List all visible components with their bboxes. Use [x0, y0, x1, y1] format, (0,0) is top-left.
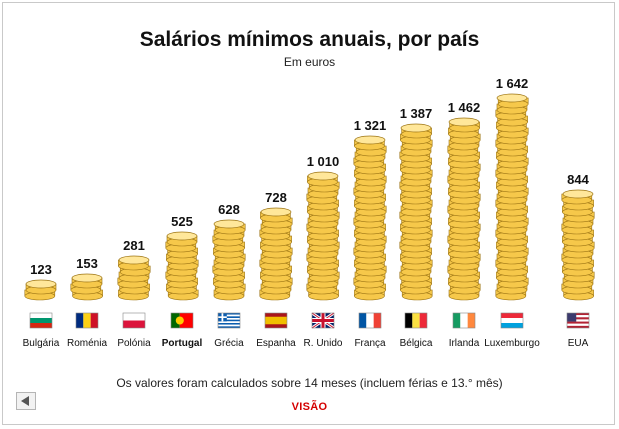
- value-label: 844: [567, 172, 589, 187]
- country-label: Espanha: [256, 338, 296, 349]
- left-arrow-icon: [21, 396, 29, 406]
- flag-uk-icon: [311, 311, 335, 330]
- value-label: 281: [123, 238, 145, 253]
- value-label: 1 642: [496, 76, 529, 91]
- country-label: R. Unido: [304, 338, 343, 349]
- flag-france-icon: [358, 312, 382, 329]
- chart-title: Salários mínimos anuais, por país: [139, 28, 480, 51]
- flag-belgium-icon: [404, 312, 428, 329]
- coin-stack-10: [447, 117, 481, 301]
- value-label: 1 010: [307, 154, 340, 169]
- country-label: Bélgica: [400, 338, 433, 349]
- coin-stack-4: [165, 231, 199, 301]
- value-label: 1 387: [400, 106, 433, 121]
- chart-frame: [2, 2, 615, 425]
- country-label: EUA: [568, 338, 589, 349]
- flag-greece-icon: [217, 312, 241, 329]
- coin-stack-12: [561, 189, 595, 301]
- coin-stack-11: [495, 93, 529, 301]
- country-label: Bulgária: [23, 338, 60, 349]
- value-label: 525: [171, 214, 193, 229]
- coin-stack-3: [117, 255, 151, 301]
- value-label: 153: [76, 256, 98, 271]
- country-label: Roménia: [67, 338, 107, 349]
- brand-logo: VISÃO: [291, 401, 328, 413]
- flag-romania-icon: [75, 312, 99, 329]
- country-label: Irlanda: [449, 338, 480, 349]
- coin-stack-8: [353, 135, 387, 301]
- value-label: 728: [265, 190, 287, 205]
- country-label: Polónia: [117, 338, 151, 349]
- flag-ireland-icon: [452, 312, 476, 329]
- flag-usa-icon: [566, 312, 590, 329]
- chart-subtitle: Em euros: [283, 55, 336, 69]
- flag-poland-icon: [122, 312, 146, 329]
- coin-stack-2: [70, 273, 103, 301]
- coin-stack-7: [306, 171, 340, 301]
- value-label: 628: [218, 202, 240, 217]
- flag-bulgaria-icon: [29, 312, 53, 329]
- coin-stack-9: [399, 123, 433, 301]
- value-label: 123: [30, 262, 52, 277]
- country-label: França: [354, 338, 386, 349]
- coin-stack-5: [212, 219, 246, 301]
- coin-stack-6: [259, 207, 293, 301]
- flag-portugal-icon: [170, 312, 194, 329]
- value-label: 1 462: [448, 100, 481, 115]
- flag-spain-icon: [264, 312, 288, 329]
- flag-luxembourg-icon: [500, 312, 524, 329]
- footnote: Os valores foram calculados sobre 14 mes…: [116, 376, 503, 390]
- country-label: Portugal: [162, 338, 203, 349]
- back-button[interactable]: [16, 392, 36, 410]
- country-label: Grécia: [214, 338, 244, 349]
- country-label: Luxemburgo: [484, 338, 540, 349]
- value-label: 1 321: [354, 118, 387, 133]
- coin-stack-1: [24, 279, 57, 301]
